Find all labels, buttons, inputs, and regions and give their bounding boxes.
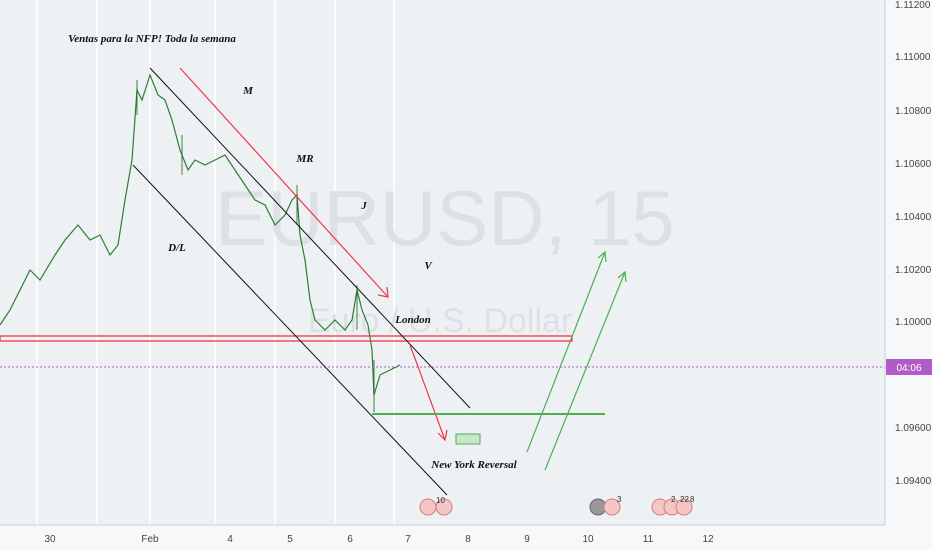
- time-label: 9: [524, 534, 530, 545]
- event-count[interactable]: 22: [680, 495, 689, 504]
- green-arrows: [526, 250, 627, 471]
- price-label: 1.10400: [895, 212, 932, 223]
- channel-lower: [132, 164, 448, 496]
- event-count[interactable]: 10: [436, 496, 445, 505]
- price-label: 1.09400: [895, 476, 932, 487]
- time-label: 6: [347, 534, 353, 545]
- price-label: 1.11000: [895, 52, 931, 63]
- time-label: 5: [287, 534, 293, 545]
- price-label: 1.10800: [895, 106, 932, 117]
- resistance-band: [0, 335, 573, 342]
- time-label: 11: [643, 534, 654, 545]
- event-count[interactable]: 2: [671, 495, 676, 504]
- time-label: 7: [405, 534, 411, 545]
- price-label: 1.09600: [895, 423, 932, 434]
- annotation: V: [424, 260, 433, 272]
- channel-upper: [149, 67, 471, 409]
- events: 10 3 2 22 8: [419, 495, 695, 516]
- watermark-description: Euro / U.S. Dollar: [308, 302, 573, 340]
- price-trace: [0, 73, 401, 396]
- price-label: 1.10000: [895, 317, 932, 328]
- watermark-symbol: EURUSD, 15: [215, 174, 674, 262]
- annotation: Ventas para la NFP! Toda la semana: [68, 33, 236, 45]
- price-axis: [885, 0, 932, 550]
- annotation: MR: [295, 153, 313, 165]
- time-label: 4: [227, 534, 233, 545]
- time-label: 10: [582, 534, 594, 545]
- time-label: 12: [702, 534, 714, 545]
- event-count[interactable]: 3: [617, 495, 622, 504]
- annotation: London: [394, 314, 430, 326]
- grid: [36, 0, 395, 525]
- price-wicks: [136, 80, 375, 412]
- event-count[interactable]: 8: [690, 495, 695, 504]
- price-label: 1.11200: [895, 0, 931, 11]
- annotation: New York Reversal: [430, 459, 517, 471]
- time-axis: [0, 525, 885, 550]
- current-price-label: 04:06: [896, 363, 921, 374]
- annotation: J: [360, 200, 367, 212]
- price-label: 1.10600: [895, 159, 932, 170]
- annotation: M: [242, 85, 254, 97]
- time-label: 8: [465, 534, 471, 545]
- target-box: [455, 433, 481, 445]
- annotation: D/L: [167, 242, 186, 254]
- time-label: 30: [44, 534, 56, 545]
- red-arrows: [179, 67, 448, 442]
- current-price-badge: [886, 359, 932, 375]
- price-label: 1.10200: [895, 265, 932, 276]
- time-label: Feb: [141, 534, 159, 545]
